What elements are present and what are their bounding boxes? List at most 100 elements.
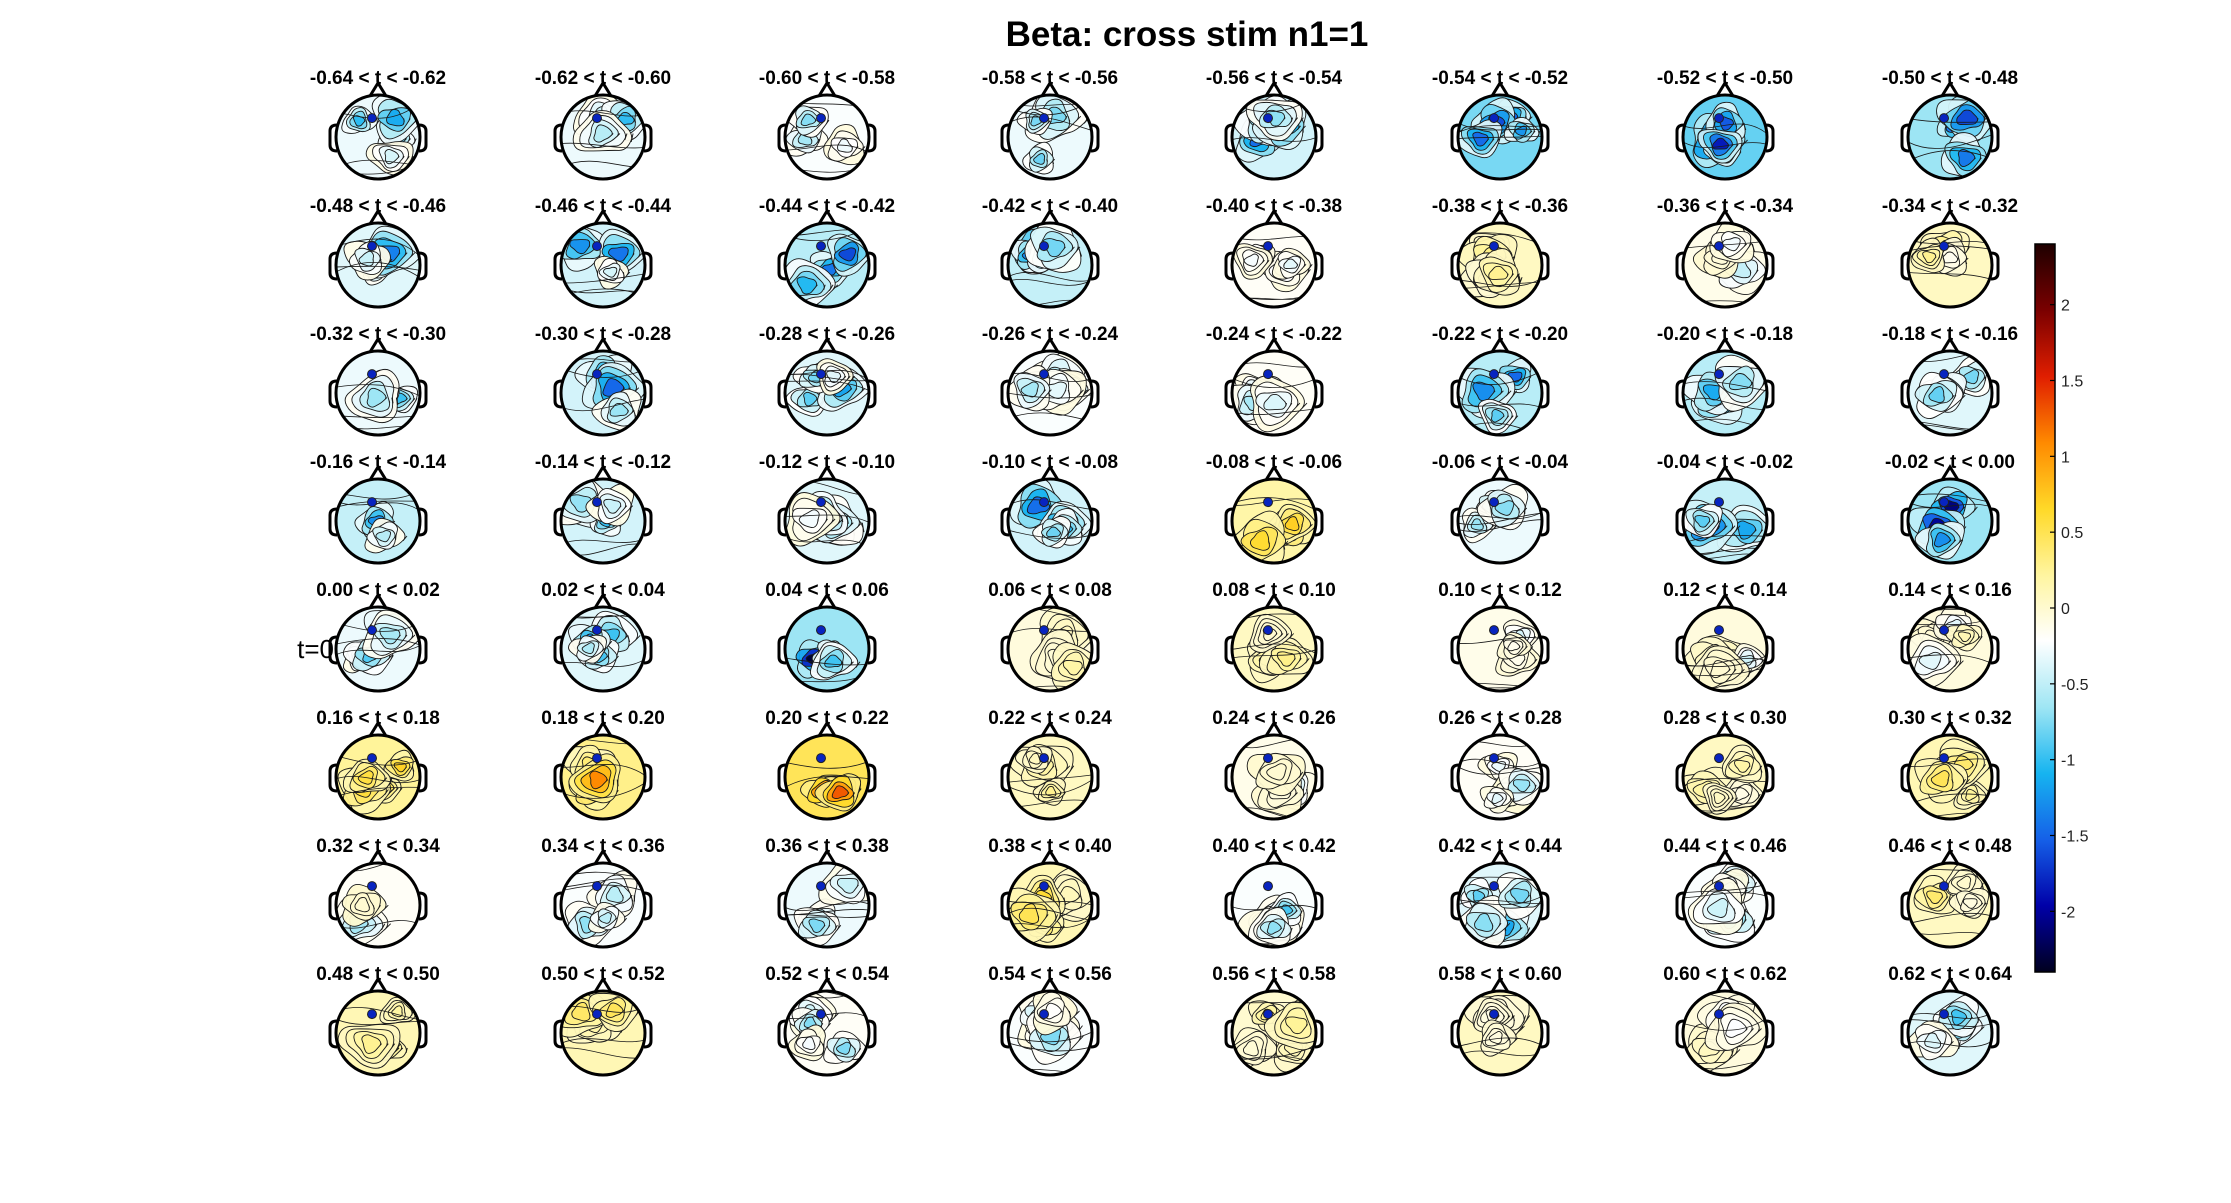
- contour-line: [1908, 501, 1992, 508]
- left-ear-outline: [553, 123, 563, 153]
- panel-title: -0.26 < t < -0.24: [982, 324, 1119, 345]
- contour-line: [336, 786, 420, 797]
- topoplot-panel: -0.62 < t < -0.60: [535, 68, 671, 181]
- contour-line: [1683, 381, 1767, 392]
- contour-region: [603, 498, 622, 514]
- contour-line: [1232, 904, 1316, 911]
- contour-region: [1957, 148, 1976, 168]
- topoplot-panel: -0.40 < t < -0.38: [1206, 196, 1342, 309]
- topoplot-panel: 0.30 < t < 0.32: [1888, 708, 2012, 821]
- nose-outline: [593, 336, 613, 353]
- topoplot-panel: -0.02 < t < 0.00: [1885, 452, 2015, 565]
- electrode-marker: [1714, 881, 1724, 892]
- contour-region: [589, 770, 609, 790]
- head-outline: [1230, 221, 1318, 309]
- panel-title: 0.08 < t < 0.10: [1212, 580, 1336, 601]
- head-outline: [559, 93, 647, 181]
- electrode-marker: [1039, 753, 1049, 764]
- nose-outline: [817, 336, 837, 353]
- head-outline: [783, 93, 871, 181]
- right-ear-outline: [1990, 251, 2000, 281]
- electrode-marker: [592, 753, 602, 764]
- colorbar-tick-label: 0.5: [2061, 525, 2083, 542]
- nose-outline: [817, 464, 837, 481]
- head-outline: [1681, 733, 1769, 821]
- contour-region: [605, 1002, 625, 1018]
- topoplot-panel: 0.16 < t < 0.18: [316, 708, 440, 821]
- head-outline: [1906, 477, 1994, 565]
- right-ear-outline: [1990, 379, 2000, 409]
- panel-title: -0.62 < t < -0.60: [535, 68, 671, 89]
- panel-title: -0.48 < t < -0.46: [310, 196, 446, 217]
- topoplot-panel: 0.08 < t < 0.10: [1212, 580, 1336, 693]
- contour-line: [336, 262, 420, 278]
- contour-line: [1008, 916, 1092, 929]
- contour-line: [785, 514, 869, 523]
- electrode-marker: [1489, 881, 1499, 892]
- left-ear-outline: [1900, 251, 1910, 281]
- contour-line: [561, 782, 645, 799]
- contour-region: [593, 124, 614, 143]
- topoplot-panel: -0.30 < t < -0.28: [535, 324, 671, 437]
- right-ear-outline: [418, 635, 428, 665]
- topoplot-panel: 0.04 < t < 0.06: [765, 580, 889, 693]
- panel-title: 0.42 < t < 0.44: [1438, 836, 1562, 857]
- topoplot-panel: 0.00 < t < 0.02 t=0: [297, 580, 440, 693]
- nose-outline: [1940, 464, 1960, 481]
- right-ear-outline: [418, 1019, 428, 1049]
- right-ear-outline: [1314, 763, 1324, 793]
- right-ear-outline: [643, 123, 653, 153]
- contour-line: [1458, 636, 1542, 644]
- head-outline: [1906, 861, 1994, 949]
- contour-line: [1908, 1012, 1992, 1019]
- contour-line: [1458, 758, 1542, 768]
- head-outline: [1230, 989, 1318, 1077]
- contour-region: [1242, 1040, 1259, 1057]
- contour-region: [1928, 386, 1945, 404]
- contour-region: [836, 877, 859, 894]
- topoplot-panel: 0.18 < t < 0.20: [541, 708, 665, 821]
- contour-line: [1683, 777, 1767, 787]
- contour-line: [561, 884, 645, 892]
- contour-region: [1284, 516, 1300, 532]
- head-outline: [783, 221, 871, 309]
- electrode-marker: [592, 113, 602, 124]
- head-outline: [1681, 93, 1769, 181]
- contour-region: [569, 239, 591, 255]
- electrode-marker: [816, 497, 826, 508]
- nose-outline: [1264, 848, 1284, 865]
- electrode-marker: [1939, 753, 1949, 764]
- contour-line: [1458, 511, 1542, 520]
- electrode-marker: [592, 369, 602, 380]
- contour-line: [1232, 643, 1316, 654]
- left-ear-outline: [328, 123, 338, 153]
- right-ear-outline: [1540, 763, 1550, 793]
- head-outline: [559, 605, 647, 693]
- head-outline: [1681, 349, 1769, 437]
- head-outline: [1006, 733, 1094, 821]
- head-outline: [1456, 221, 1544, 309]
- topoplot-panel: 0.28 < t < 0.30: [1663, 708, 1787, 821]
- electrode-marker: [1039, 369, 1049, 380]
- contour-region: [1924, 1032, 1942, 1049]
- head-outline: [1906, 989, 1994, 1077]
- left-ear-outline: [1675, 1019, 1685, 1049]
- nose-outline: [1490, 848, 1510, 865]
- contour-line: [1683, 1017, 1767, 1031]
- contour-line: [1008, 1031, 1092, 1043]
- nose-outline: [1940, 592, 1960, 609]
- electrode-marker: [816, 881, 826, 892]
- panel-title: 0.24 < t < 0.26: [1212, 708, 1336, 729]
- contour-line: [1683, 123, 1767, 135]
- nose-outline: [593, 720, 613, 737]
- panel-title: -0.08 < t < -0.06: [1206, 452, 1342, 473]
- nose-outline: [1715, 720, 1735, 737]
- left-ear-outline: [1224, 379, 1234, 409]
- left-ear-outline: [553, 379, 563, 409]
- left-ear-outline: [1450, 379, 1460, 409]
- panel-title: 0.28 < t < 0.30: [1663, 708, 1787, 729]
- contour-line: [1232, 649, 1316, 659]
- head-outline: [1681, 861, 1769, 949]
- nose-outline: [1715, 80, 1735, 97]
- contour-line: [785, 901, 869, 912]
